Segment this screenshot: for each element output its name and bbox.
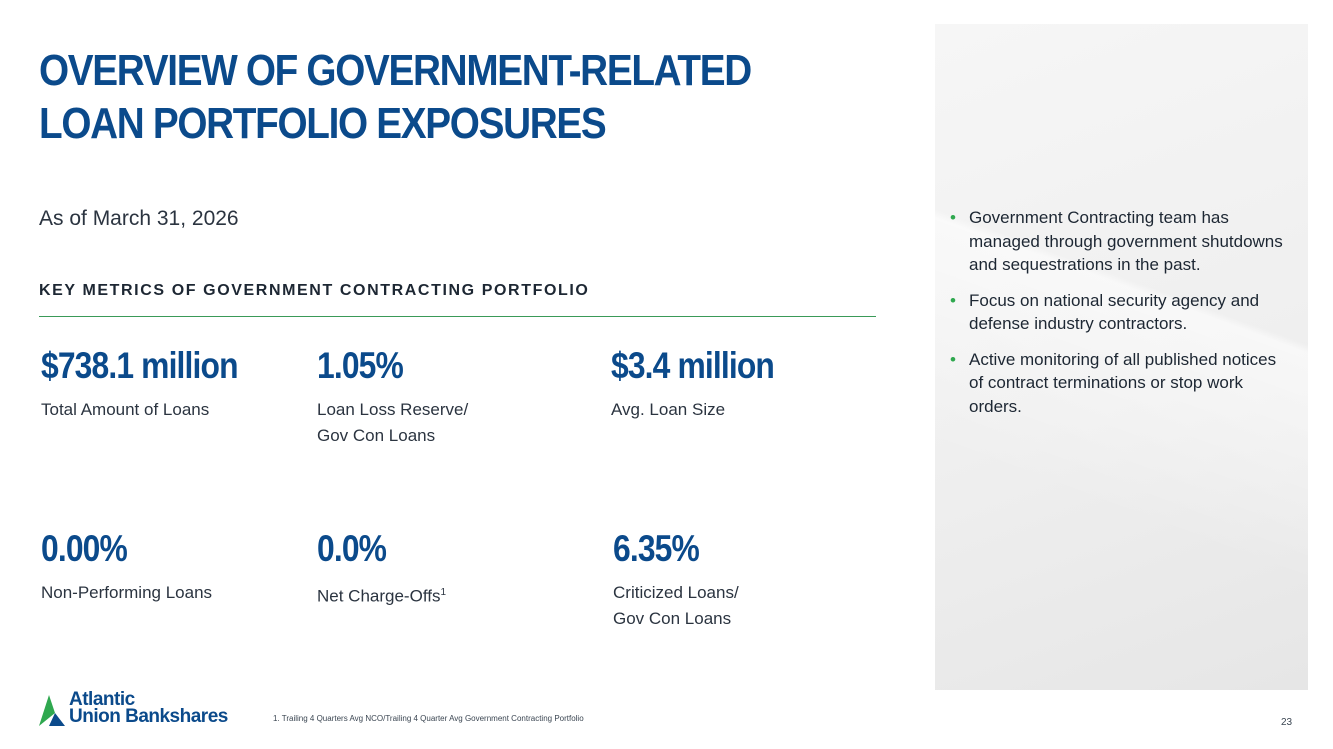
metric-label: Net Charge-Offs1 xyxy=(317,580,446,610)
metric-value: 0.0% xyxy=(317,528,387,569)
bullet-text: Active monitoring of all published notic… xyxy=(969,349,1277,416)
page-number: 23 xyxy=(1281,717,1293,728)
page-title: OVERVIEW OF GOVERNMENT-RELATED LOAN PORT… xyxy=(39,46,752,148)
footnote-marker: 1 xyxy=(440,587,447,598)
metric-net-charge-offs: 0.0% Net Charge-Offs1 xyxy=(317,528,446,610)
metric-label: Non-Performing Loans xyxy=(41,583,213,602)
section-heading: KEY METRICS OF GOVERNMENT CONTRACTING PO… xyxy=(39,282,590,299)
bullet-icon: • xyxy=(950,349,956,369)
metric-non-performing: 0.00% Non-Performing Loans xyxy=(41,528,212,606)
commentary-list: • Government Contracting team has managed… xyxy=(950,206,1290,430)
list-item: • Focus on national security agency and d… xyxy=(950,289,1290,336)
metric-value: 1.05% xyxy=(317,345,404,386)
list-item: • Government Contracting team has managed… xyxy=(950,206,1290,277)
bullet-text: Focus on national security agency and de… xyxy=(969,290,1260,334)
metric-avg-loan-size: $3.4 million Avg. Loan Size xyxy=(611,345,801,423)
list-item: • Active monitoring of all published noti… xyxy=(950,348,1290,419)
footnote: 1. Trailing 4 Quarters Avg NCO/Trailing … xyxy=(273,714,584,723)
as-of-date: As of March 31, 2026 xyxy=(39,207,239,230)
metric-criticized-loans: 6.35% Criticized Loans/ Gov Con Loans xyxy=(613,528,773,632)
bullet-icon: • xyxy=(950,208,956,227)
metric-value: 6.35% xyxy=(613,528,700,569)
metric-label: Loan Loss Reserve/ Gov Con Loans xyxy=(317,400,469,445)
logo-wordmark: Atlantic Union Bankshares xyxy=(69,689,228,727)
metric-label: Total Amount of Loans xyxy=(41,400,210,419)
logo-line-2: Union Bankshares xyxy=(69,706,228,727)
commentary-panel xyxy=(935,24,1308,690)
metric-value: $738.1 million xyxy=(41,345,239,386)
company-logo: Atlantic Union Bankshares xyxy=(39,690,228,726)
logo-mark-icon xyxy=(39,695,65,726)
metric-value: $3.4 million xyxy=(611,345,775,386)
metric-label: Avg. Loan Size xyxy=(611,400,726,419)
metric-total-loans: $738.1 million Total Amount of Loans xyxy=(41,345,270,423)
metric-label-text: Net Charge-Offs xyxy=(317,586,441,606)
logo-line-1: Atlantic xyxy=(69,689,135,710)
bullet-icon: • xyxy=(950,290,956,310)
metric-loan-loss-reserve: 1.05% Loan Loss Reserve/ Gov Con Loans xyxy=(317,345,487,449)
section-divider xyxy=(39,316,876,317)
metric-label: Criticized Loans/ Gov Con Loans xyxy=(613,583,739,628)
metric-value: 0.00% xyxy=(41,528,128,569)
bullet-text: Government Contracting team has managed … xyxy=(969,208,1283,274)
